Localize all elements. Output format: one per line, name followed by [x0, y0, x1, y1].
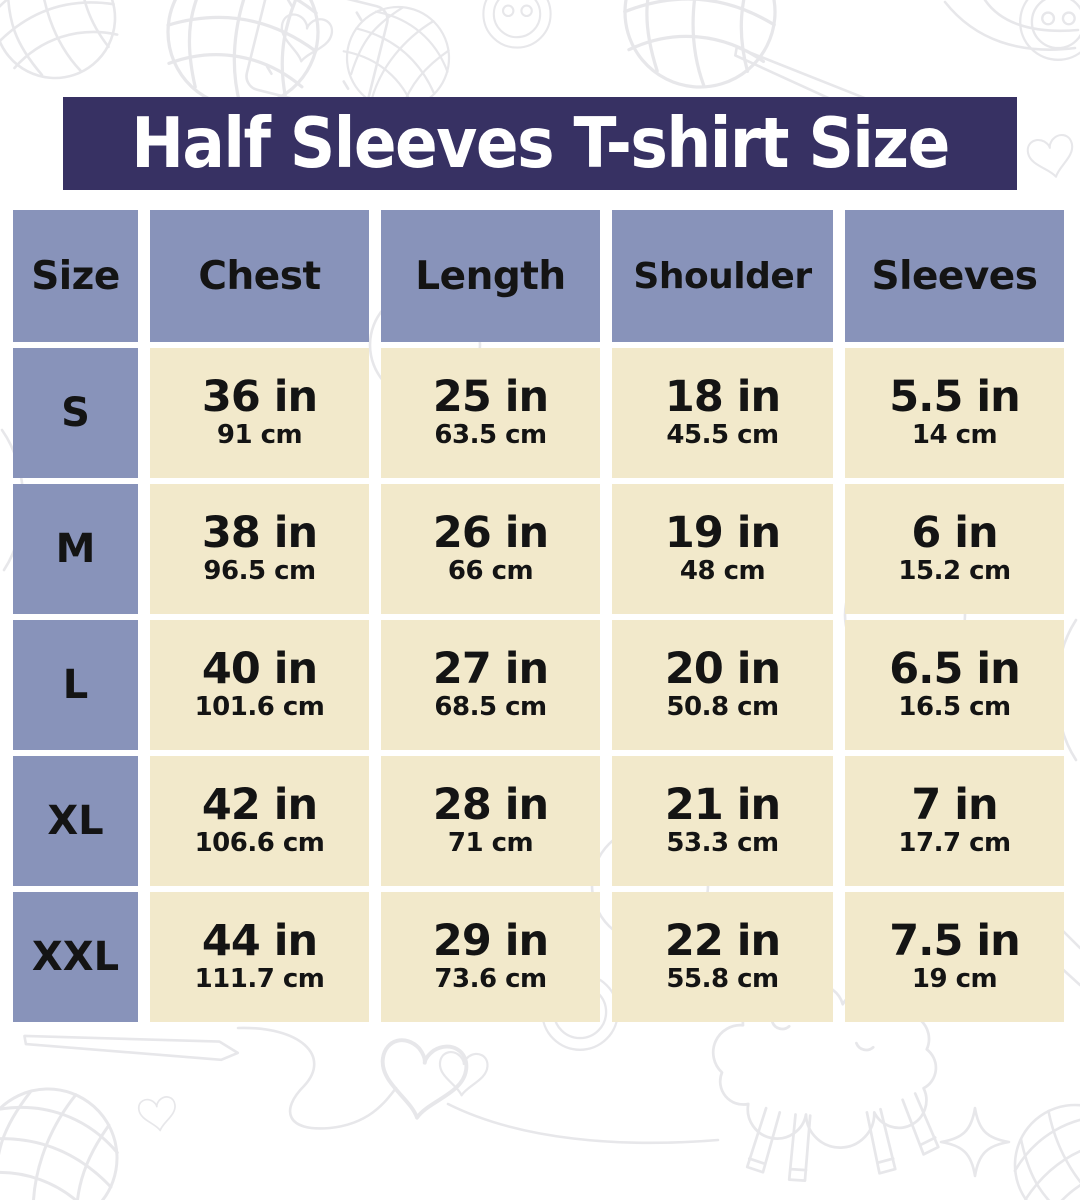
value-inches: 5.5 in [889, 372, 1020, 423]
value-inches: 6.5 in [889, 644, 1020, 695]
cell-m-sleeves: 6 in 15.2 cm [845, 484, 1064, 614]
yarn-ball-icon [0, 1068, 138, 1200]
thread-curve-icon [943, 0, 1080, 51]
value-inches: 22 in [664, 916, 781, 967]
value-inches: 38 in [201, 508, 318, 559]
column-header-length: Length [381, 210, 600, 342]
heart-icon [1024, 132, 1079, 183]
value-cm: 63.5 cm [434, 419, 547, 450]
value-inches: 44 in [201, 916, 318, 967]
heart-icon [275, 11, 336, 67]
value-inches: 7.5 in [889, 916, 1020, 967]
value-cm: 71 cm [447, 827, 534, 858]
value-cm: 68.5 cm [434, 691, 547, 722]
row-label-m: M [13, 484, 138, 614]
value-cm: 17.7 cm [898, 827, 1011, 858]
value-cm: 111.7 cm [194, 963, 325, 994]
value-cm: 15.2 cm [898, 555, 1011, 586]
value-cm: 101.6 cm [194, 691, 325, 722]
page-title-banner: Half Sleeves T-shirt Size [63, 97, 1017, 190]
cell-xl-chest: 42 in 106.6 cm [150, 756, 369, 886]
value-cm: 19 cm [911, 963, 998, 994]
cell-s-chest: 36 in 91 cm [150, 348, 369, 478]
cell-s-shoulder: 18 in 45.5 cm [612, 348, 833, 478]
cell-xl-shoulder: 21 in 53.3 cm [612, 756, 833, 886]
value-cm: 14 cm [911, 419, 998, 450]
value-cm: 96.5 cm [203, 555, 316, 586]
yarn-ball-icon [617, 0, 783, 95]
row-label-l: L [13, 620, 138, 750]
yarn-ball-icon [0, 0, 132, 95]
value-inches: 18 in [664, 372, 781, 423]
row-label-xl: XL [13, 756, 138, 886]
cell-m-shoulder: 19 in 48 cm [612, 484, 833, 614]
cell-xxl-shoulder: 22 in 55.8 cm [612, 892, 833, 1022]
value-inches: 25 in [432, 372, 549, 423]
value-cm: 66 cm [447, 555, 534, 586]
value-cm: 53.3 cm [666, 827, 779, 858]
button-icon [482, 0, 552, 49]
thread-heart-icon [236, 1026, 720, 1145]
value-cm: 73.6 cm [434, 963, 547, 994]
cell-m-chest: 38 in 96.5 cm [150, 484, 369, 614]
row-label-xxl: XXL [13, 892, 138, 1022]
cell-l-sleeves: 6.5 in 16.5 cm [845, 620, 1064, 750]
cell-xl-length: 28 in 71 cm [381, 756, 600, 886]
page-title: Half Sleeves T-shirt Size [131, 103, 950, 184]
value-inches: 19 in [664, 508, 781, 559]
column-header-shoulder: Shoulder [612, 210, 833, 342]
value-inches: 28 in [432, 780, 549, 831]
value-cm: 55.8 cm [666, 963, 779, 994]
cell-xl-sleeves: 7 in 17.7 cm [845, 756, 1064, 886]
value-cm: 50.8 cm [666, 691, 779, 722]
cell-m-length: 26 in 66 cm [381, 484, 600, 614]
value-inches: 42 in [201, 780, 318, 831]
cell-l-shoulder: 20 in 50.8 cm [612, 620, 833, 750]
cell-s-length: 25 in 63.5 cm [381, 348, 600, 478]
value-inches: 29 in [432, 916, 549, 967]
value-inches: 20 in [664, 644, 781, 695]
heart-icon [136, 1094, 180, 1134]
value-cm: 16.5 cm [898, 691, 1011, 722]
row-label-s: S [13, 348, 138, 478]
cell-xxl-sleeves: 7.5 in 19 cm [845, 892, 1064, 1022]
value-inches: 36 in [201, 372, 318, 423]
column-header-size: Size [13, 210, 138, 342]
value-inches: 21 in [664, 780, 781, 831]
value-inches: 26 in [432, 508, 549, 559]
sparkle-icon [939, 1106, 1011, 1178]
column-header-sleeves: Sleeves [845, 210, 1064, 342]
value-cm: 91 cm [216, 419, 303, 450]
value-cm: 106.6 cm [194, 827, 325, 858]
value-inches: 6 in [911, 508, 998, 559]
cell-xxl-chest: 44 in 111.7 cm [150, 892, 369, 1022]
value-cm: 48 cm [679, 555, 766, 586]
value-inches: 40 in [201, 644, 318, 695]
needle-icon [22, 1026, 240, 1063]
cell-xxl-length: 29 in 73.6 cm [381, 892, 600, 1022]
cell-l-length: 27 in 68.5 cm [381, 620, 600, 750]
cell-l-chest: 40 in 101.6 cm [150, 620, 369, 750]
value-inches: 7 in [911, 780, 998, 831]
column-header-chest: Chest [150, 210, 369, 342]
value-cm: 45.5 cm [666, 419, 779, 450]
cell-s-sleeves: 5.5 in 14 cm [845, 348, 1064, 478]
size-table: Size Chest Length Shoulder Sleeves S 36 … [13, 210, 1064, 1022]
value-inches: 27 in [432, 644, 549, 695]
